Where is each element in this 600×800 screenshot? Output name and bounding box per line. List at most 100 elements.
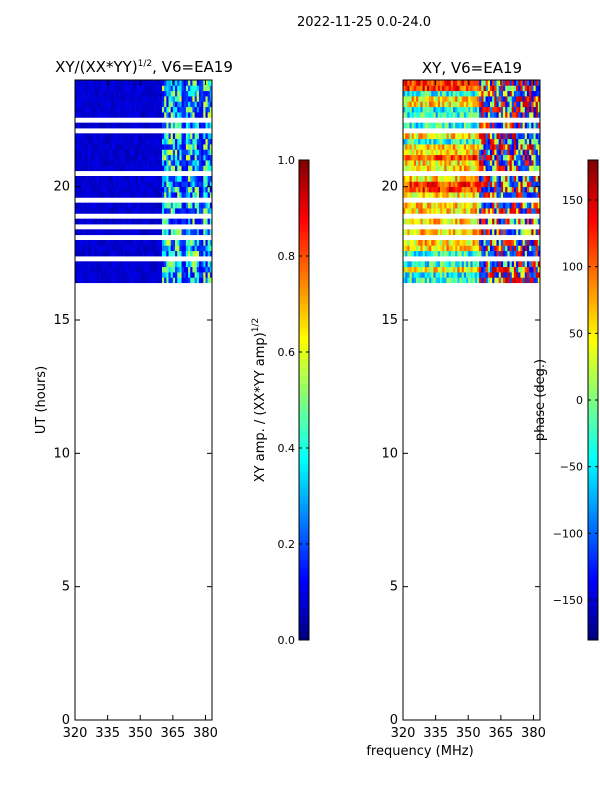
heatmap-cell (450, 202, 454, 209)
heatmap-cell (513, 85, 517, 92)
heatmap-cell (75, 245, 78, 252)
heatmap-cell (483, 277, 487, 284)
heatmap-cell (535, 149, 539, 156)
heatmap-cell (405, 272, 408, 278)
heatmap-cell (75, 90, 78, 97)
heatmap-cell (437, 165, 441, 172)
heatmap-cell (170, 138, 174, 145)
heatmap-cell (535, 250, 539, 257)
heatmap-cell (79, 138, 82, 145)
heatmap-cell (138, 138, 141, 145)
heatmap-cell (155, 90, 159, 97)
heatmap-cell (513, 245, 517, 252)
heatmap-cell (159, 106, 163, 113)
heatmap-cell (422, 112, 426, 118)
heatmap-cell (190, 80, 193, 86)
heatmap-cell (209, 96, 213, 102)
heatmap-cell (494, 85, 497, 92)
heatmap-cell (516, 272, 519, 278)
heatmap-cell (426, 160, 430, 166)
heatmap-cell (439, 80, 443, 86)
heatmap-cell (185, 192, 189, 198)
heatmap-cell (492, 245, 495, 252)
heatmap-cell (107, 181, 111, 188)
heatmap-cell (135, 266, 139, 273)
heatmap-cell (185, 229, 189, 236)
heatmap-cell (526, 186, 530, 193)
x-tick-label: 380 (521, 726, 546, 741)
heatmap-cell (485, 186, 489, 193)
heatmap-cell (437, 101, 441, 108)
heatmap-cell (157, 208, 161, 214)
heatmap-cell (90, 202, 93, 209)
heatmap-cell (83, 192, 87, 198)
heatmap-cell (424, 229, 428, 236)
heatmap-cell (518, 80, 521, 86)
heatmap-cell (151, 165, 154, 172)
heatmap-cell (537, 149, 541, 156)
heatmap-cell (503, 229, 506, 236)
heatmap-cell (159, 186, 163, 193)
heatmap-cell (181, 138, 185, 145)
heatmap-cell (531, 266, 534, 273)
heatmap-cell (448, 101, 452, 108)
heatmap-cell (105, 96, 109, 102)
heatmap-cell (448, 122, 452, 129)
heatmap-cell (439, 250, 443, 257)
heatmap-cell (507, 202, 510, 209)
heatmap-cell (205, 85, 209, 92)
heatmap-cell (109, 122, 113, 129)
heatmap-cell (407, 240, 410, 246)
heatmap-cell (161, 272, 165, 278)
heatmap-cell (505, 266, 508, 273)
heatmap-cell (413, 192, 417, 198)
heatmap-cell (146, 176, 150, 182)
heatmap-cell (96, 106, 100, 113)
heatmap-cell (183, 218, 187, 225)
heatmap-cell (520, 266, 523, 273)
heatmap-cell (500, 240, 504, 246)
heatmap-cell (416, 229, 419, 236)
heatmap-cell (405, 176, 408, 182)
heatmap-cell (125, 144, 128, 150)
heatmap-cell (188, 218, 191, 225)
heatmap-cell (509, 250, 513, 257)
heatmap-cell (431, 277, 434, 284)
heatmap-cell (140, 181, 143, 188)
heatmap-cell (437, 192, 441, 198)
heatmap-cell (81, 80, 85, 86)
heatmap-cell (466, 154, 469, 161)
heatmap-cell (442, 122, 445, 129)
heatmap-cell (524, 240, 528, 246)
heatmap-cell (407, 266, 410, 273)
heatmap-cell (138, 277, 141, 284)
heatmap-cell (181, 272, 185, 278)
heatmap-cell (140, 218, 143, 225)
heatmap-cell (457, 96, 460, 102)
heatmap-cell (472, 85, 476, 92)
heatmap-cell (481, 229, 484, 236)
heatmap-cell (138, 181, 141, 188)
heatmap-cell (181, 96, 185, 102)
heatmap-cell (463, 218, 467, 225)
heatmap-cell (90, 160, 93, 166)
heatmap-cell (157, 138, 161, 145)
heatmap-cell (181, 192, 185, 198)
heatmap-cell (94, 122, 98, 129)
heatmap-cell (181, 101, 185, 108)
heatmap-cell (424, 218, 428, 225)
heatmap-cell (105, 149, 109, 156)
heatmap-cell (179, 250, 182, 257)
heatmap-cell (181, 149, 185, 156)
heatmap-cell (201, 272, 204, 278)
heatmap-cell (426, 154, 430, 161)
heatmap-cell (481, 181, 484, 188)
heatmap-cell (79, 218, 82, 225)
heatmap-cell (453, 138, 456, 145)
heatmap-cell (111, 261, 115, 268)
heatmap-cell (179, 122, 182, 129)
heatmap-cell (157, 240, 161, 246)
heatmap-cell (474, 96, 478, 102)
heatmap-cell (103, 160, 106, 166)
heatmap-cell (503, 154, 506, 161)
